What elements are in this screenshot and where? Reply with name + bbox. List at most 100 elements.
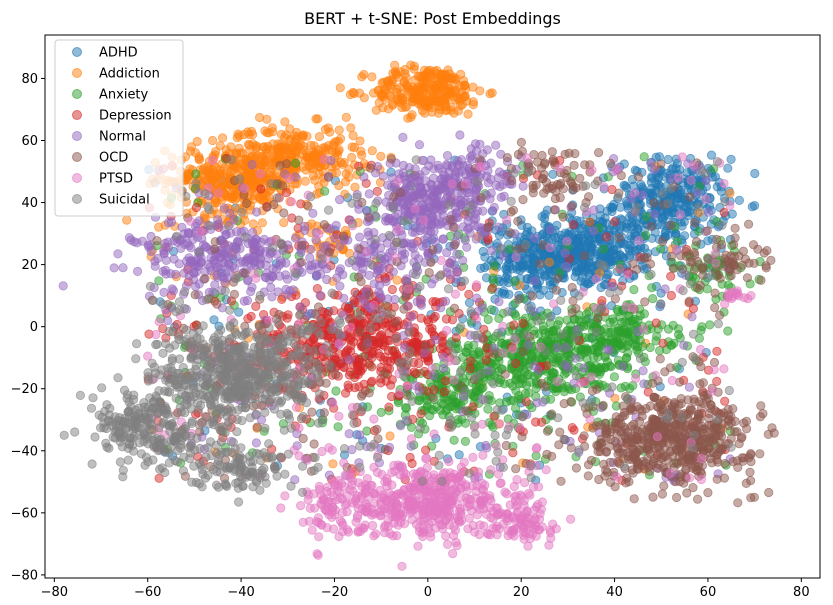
data-point (445, 270, 455, 280)
data-point (385, 431, 395, 441)
data-point (300, 176, 310, 186)
data-point (471, 234, 481, 244)
data-point (439, 387, 450, 397)
data-point (764, 487, 774, 498)
data-point (581, 229, 591, 239)
data-point (146, 247, 156, 257)
data-point (468, 100, 478, 110)
data-point (334, 180, 344, 191)
data-point (364, 270, 374, 280)
data-point (675, 377, 685, 387)
data-point (460, 91, 470, 101)
data-point (290, 158, 301, 168)
data-point (747, 202, 757, 212)
data-point (607, 203, 618, 213)
data-point (355, 232, 365, 242)
data-point (483, 314, 493, 325)
data-point (249, 237, 260, 247)
data-point (406, 60, 416, 70)
data-point (596, 420, 606, 430)
data-point (705, 320, 715, 330)
data-point (745, 475, 756, 486)
data-point (679, 340, 689, 350)
data-point (536, 417, 547, 427)
data-point (437, 74, 447, 84)
data-point (463, 109, 473, 119)
data-point (682, 488, 692, 498)
data-point (599, 244, 609, 254)
data-point (160, 238, 170, 248)
data-point (605, 457, 615, 467)
data-point (357, 72, 367, 82)
data-point (227, 261, 237, 271)
data-point (279, 218, 289, 228)
data-point (420, 166, 430, 176)
data-point (158, 266, 168, 276)
data-point (618, 361, 628, 371)
data-point (652, 450, 662, 461)
data-point (189, 268, 199, 278)
data-point (576, 223, 587, 233)
data-point (706, 150, 717, 160)
data-point (733, 462, 743, 472)
data-point (344, 355, 354, 365)
data-point (255, 254, 265, 264)
data-point (683, 456, 694, 466)
data-point (468, 82, 478, 92)
data-point (367, 353, 377, 363)
data-point (639, 152, 649, 162)
data-point (578, 267, 589, 277)
data-point (398, 160, 408, 170)
data-point (612, 442, 622, 453)
data-point (409, 178, 419, 188)
data-point (449, 435, 459, 445)
data-point (648, 293, 658, 304)
data-point (472, 293, 482, 303)
data-point (601, 446, 611, 457)
data-point (367, 146, 377, 156)
data-point (220, 181, 230, 191)
data-point (414, 358, 424, 369)
data-point (262, 148, 272, 158)
data-point (529, 361, 539, 371)
data-point (741, 424, 752, 434)
data-point (481, 440, 491, 451)
data-point (656, 400, 666, 410)
data-point (486, 158, 496, 168)
data-point (671, 492, 682, 503)
data-point (454, 450, 464, 460)
data-point (552, 342, 562, 353)
data-point (447, 255, 457, 266)
data-point (657, 489, 668, 499)
data-point (756, 401, 766, 411)
data-point (313, 114, 323, 124)
data-point (589, 226, 599, 236)
data-point (499, 191, 509, 201)
data-point (733, 498, 743, 508)
data-point (460, 436, 470, 446)
data-point (649, 209, 660, 219)
data-point (427, 180, 437, 190)
data-point (672, 189, 683, 200)
data-point (458, 255, 468, 266)
data-point (335, 264, 345, 274)
data-point (376, 407, 386, 417)
data-point (335, 281, 345, 291)
data-point (430, 237, 440, 247)
data-point (510, 277, 520, 287)
data-point (159, 287, 169, 297)
data-point (359, 379, 369, 389)
data-point (521, 397, 531, 407)
data-point (344, 429, 354, 439)
data-point (355, 430, 365, 440)
data-point (246, 311, 256, 321)
data-point (621, 183, 632, 193)
data-point (260, 272, 270, 282)
data-point (685, 404, 696, 414)
data-point (666, 271, 676, 281)
data-point (343, 303, 354, 313)
data-point (431, 218, 441, 228)
data-point (171, 269, 181, 279)
data-point (406, 241, 416, 252)
